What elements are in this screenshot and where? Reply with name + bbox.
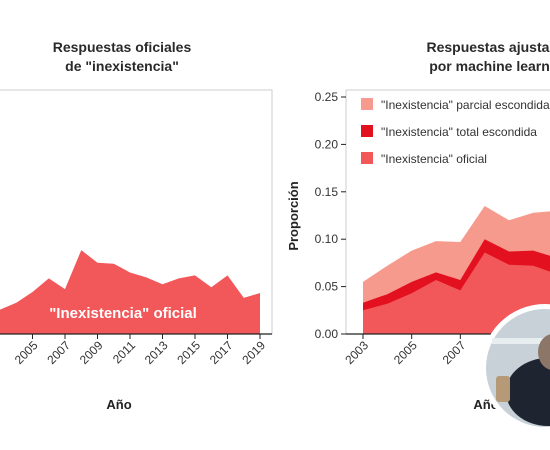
right-chart: Respuestas ajustadas por machine learnin… [286, 39, 550, 412]
left-area-annotation: "Inexistencia" oficial [49, 305, 197, 322]
right-x-tick-label: 2003 [342, 338, 371, 367]
legend-swatch [361, 98, 373, 110]
left-x-tick-label: 2007 [44, 338, 73, 367]
left-chart-title-line-1: Respuestas oficiales [53, 39, 192, 55]
right-y-tick-label: 0.15 [315, 185, 339, 199]
legend-label: "Inexistencia" total escondida [381, 125, 537, 139]
right-area-oficial [363, 252, 550, 334]
right-y-tick-label: 0.20 [315, 137, 339, 151]
left-x-tick-label: 2017 [207, 338, 236, 367]
legend-label: "Inexistencia" parcial escondida [381, 98, 550, 112]
left-chart-title-line-2: de "inexistencia" [65, 58, 179, 74]
right-y-tick-labels: 0.00 0.05 0.10 0.15 0.20 0.25 [315, 90, 346, 341]
left-x-tick-label: 2005 [12, 338, 41, 367]
right-y-tick-label: 0.00 [315, 327, 339, 341]
right-y-tick-label: 0.10 [315, 232, 339, 246]
right-area-layer [363, 206, 550, 334]
legend-swatch [361, 152, 373, 164]
right-chart-title-line-2: por machine learning [429, 58, 550, 74]
left-x-tick-label: 2015 [174, 338, 203, 367]
left-x-tick-label: 2009 [77, 338, 106, 367]
left-x-axis-label: Año [106, 397, 131, 412]
legend-swatch [361, 125, 373, 137]
left-x-tick-label: 2013 [142, 338, 171, 367]
legend-label: "Inexistencia" oficial [381, 152, 487, 166]
left-area-oficial [0, 250, 260, 334]
right-y-tick-label: 0.05 [315, 280, 339, 294]
left-area-layer [0, 250, 260, 334]
avatar-wall-stripe [492, 338, 550, 344]
avatar-person-silhouette [506, 358, 550, 426]
left-x-tick-label: 2019 [239, 338, 268, 367]
left-chart: Respuestas oficiales de "inexistencia" "… [0, 39, 273, 412]
right-chart-title-line-1: Respuestas ajustadas [426, 39, 550, 55]
left-x-tick-label: 2011 [110, 338, 138, 366]
avatar-head [538, 334, 550, 370]
right-x-tick-label: 2007 [440, 338, 469, 367]
avatar-background-object [496, 376, 510, 402]
right-legend: "Inexistencia" parcial escondida "Inexist… [361, 98, 550, 166]
right-y-axis-label: Proporción [286, 181, 301, 250]
avatar [481, 304, 550, 432]
left-x-tick-labels: 2005 2007 2009 2011 2013 2015 2017 2019 [12, 334, 268, 367]
right-x-tick-label: 2005 [391, 338, 420, 367]
right-y-tick-label: 0.25 [315, 90, 339, 104]
